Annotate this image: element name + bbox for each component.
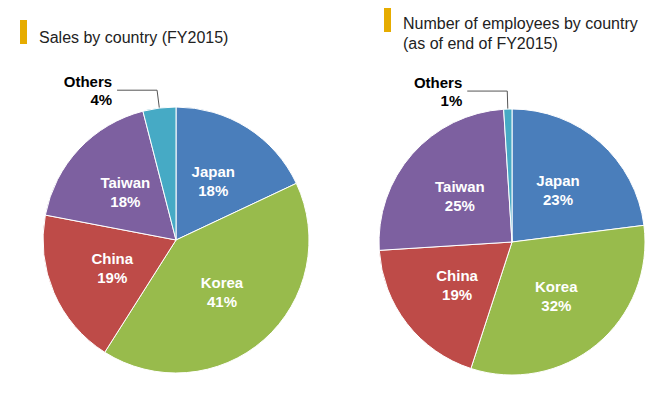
svg-text:China: China [436,267,478,284]
svg-text:Korea: Korea [201,274,244,291]
svg-text:(as of end of FY2015): (as of end of FY2015) [403,35,558,52]
svg-text:4%: 4% [90,91,112,108]
svg-text:Taiwan: Taiwan [435,178,485,195]
svg-text:Japan: Japan [192,163,235,180]
svg-text:Taiwan: Taiwan [100,174,150,191]
svg-text:Others: Others [414,74,462,91]
svg-text:25%: 25% [445,197,475,214]
svg-text:32%: 32% [541,297,571,314]
svg-text:Number of employees by country: Number of employees by country [403,15,638,32]
svg-text:19%: 19% [97,269,127,286]
svg-text:Sales by country (FY2015): Sales by country (FY2015) [39,29,228,46]
svg-text:41%: 41% [207,293,237,310]
svg-text:18%: 18% [110,193,140,210]
svg-text:19%: 19% [442,286,472,303]
svg-text:Japan: Japan [536,172,579,189]
svg-text:Korea: Korea [535,278,578,295]
svg-text:23%: 23% [543,191,573,208]
svg-text:1%: 1% [441,92,463,109]
svg-text:China: China [91,250,133,267]
svg-text:Others: Others [64,73,112,90]
svg-text:18%: 18% [198,182,228,199]
